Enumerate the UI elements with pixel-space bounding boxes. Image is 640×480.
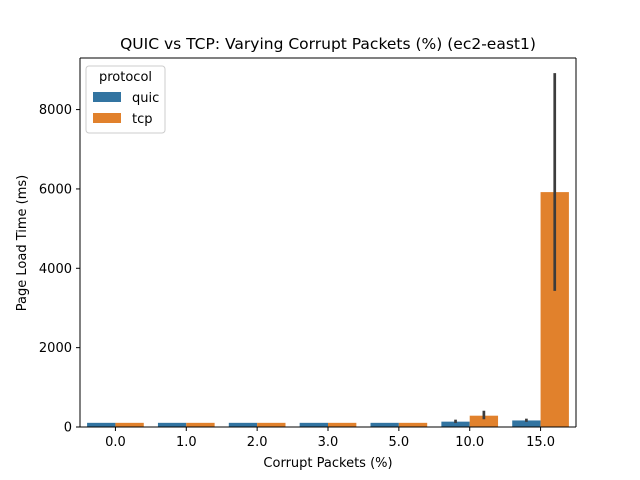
legend-label-tcp: tcp bbox=[132, 112, 153, 127]
error-bars-layer bbox=[454, 73, 557, 424]
y-tick-label: 2000 bbox=[39, 341, 72, 356]
x-tick-label: 3.0 bbox=[318, 435, 339, 450]
y-tick-label: 0 bbox=[64, 421, 72, 436]
bar-tcp-3.0 bbox=[328, 422, 357, 427]
y-tick-label: 4000 bbox=[39, 262, 72, 277]
bar-quic-5.0 bbox=[370, 422, 399, 427]
x-tick-label: 1.0 bbox=[176, 435, 197, 450]
x-tick-label: 15.0 bbox=[526, 435, 555, 450]
legend-swatch-tcp bbox=[93, 113, 121, 123]
bar-tcp-2.0 bbox=[257, 422, 286, 427]
legend-swatch-quic bbox=[93, 92, 121, 102]
y-axis-label: Page Load Time (ms) bbox=[15, 175, 30, 311]
chart-title: QUIC vs TCP: Varying Corrupt Packets (%)… bbox=[120, 35, 536, 53]
bar-tcp-1.0 bbox=[186, 422, 215, 427]
bar-quic-15.0 bbox=[512, 420, 541, 427]
x-axis-label: Corrupt Packets (%) bbox=[263, 456, 392, 471]
axes-layer: 0 2000 4000 6000 8000 0.0 1.0 2.0 3.0 5.0 10.0 15.0 bbox=[39, 57, 577, 450]
bar-quic-3.0 bbox=[299, 422, 328, 427]
bar-tcp-5.0 bbox=[398, 422, 428, 427]
y-tick-label: 6000 bbox=[39, 182, 72, 197]
y-tick-label: 8000 bbox=[39, 103, 72, 118]
bar-tcp-0.0 bbox=[115, 422, 144, 427]
bar-quic-2.0 bbox=[228, 422, 258, 427]
legend: protocol quic tcp bbox=[85, 65, 166, 134]
x-tick-label: 2.0 bbox=[247, 435, 268, 450]
x-tick-label: 0.0 bbox=[105, 435, 126, 450]
legend-label-quic: quic bbox=[132, 91, 159, 106]
bar-quic-0.0 bbox=[87, 422, 116, 427]
x-tick-label: 5.0 bbox=[389, 435, 410, 450]
x-tick-label: 10.0 bbox=[455, 435, 484, 450]
legend-title: protocol bbox=[99, 70, 152, 85]
bar-quic-10.0 bbox=[441, 421, 470, 427]
bar-tcp-10.0 bbox=[469, 415, 499, 427]
bar-quic-1.0 bbox=[157, 422, 187, 427]
